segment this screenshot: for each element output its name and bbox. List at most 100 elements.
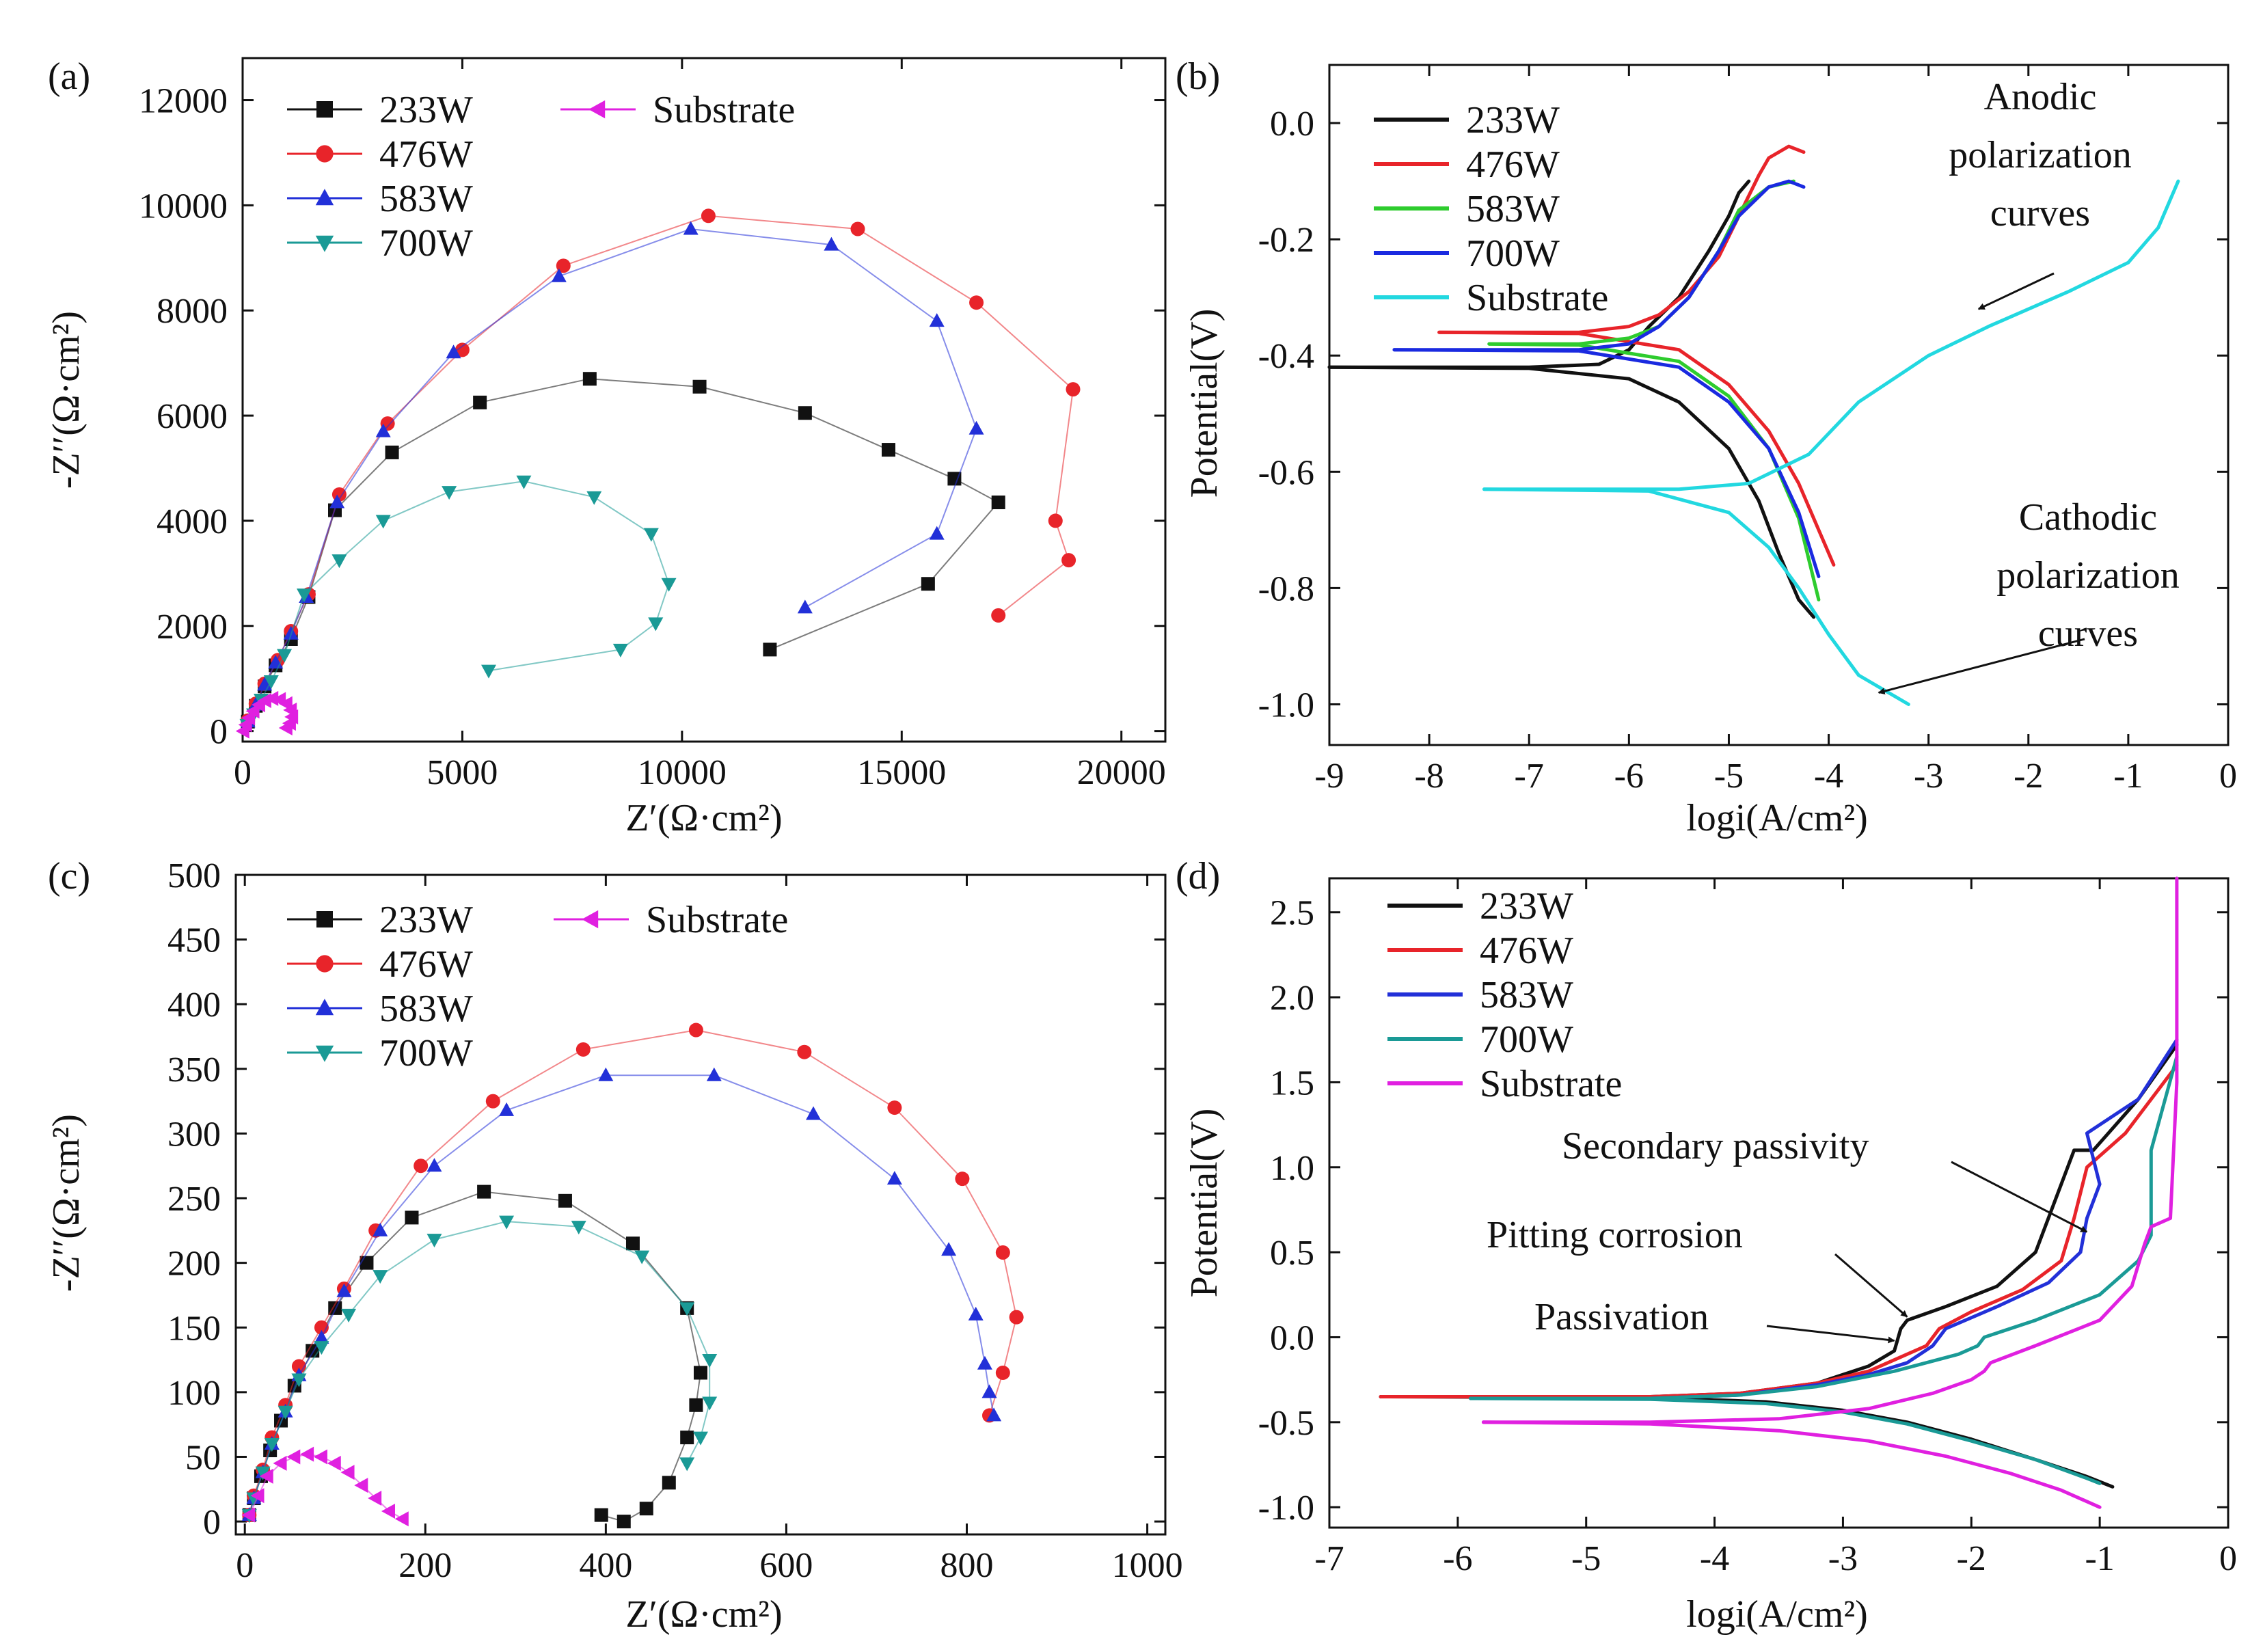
panel-b-annotation: Anodic polarization curves <box>1949 76 2132 310</box>
panel-c-point-700w <box>634 1250 650 1264</box>
panel-d-y-tick-label: -1.0 <box>1258 1489 1314 1528</box>
panel-c-point-583w <box>941 1242 957 1256</box>
panel-c-point-substrate <box>354 1478 368 1493</box>
panel-a-point-700w <box>516 475 532 489</box>
panel-c-series <box>241 1023 1024 1529</box>
panel-c-point-583w <box>986 1407 1002 1422</box>
panel-b-series-583w-cathodic-curve <box>1487 342 1821 601</box>
panel-c-series-476w-line <box>248 1029 1018 1515</box>
panel-b-x-tick-label: -3 <box>1914 757 1943 796</box>
panel-c-legend-entry-substrate: Substrate <box>554 899 788 941</box>
panel-c-point-233w <box>558 1193 572 1208</box>
panel-c-legend-marker <box>315 999 334 1016</box>
panel-c-point-233w <box>616 1515 631 1529</box>
panel-b-legend-entry-476w: 476W <box>1374 144 1560 186</box>
panel-b-x-tick-label: -8 <box>1414 757 1444 796</box>
panel-c-point-476w <box>797 1044 812 1059</box>
panel-c-point-700w <box>341 1308 357 1323</box>
panel-b-series-substrate-cathodic-curve <box>1482 487 1910 706</box>
panel-c-point-233w <box>639 1502 653 1516</box>
panel-c-y-axis-label: -Z′′(Ω·cm²) <box>45 1114 87 1292</box>
panel-d-annotation-arrow <box>1766 1325 1895 1344</box>
panel-c-point-476w <box>887 1100 902 1115</box>
panel-d-legend-label: 476W <box>1480 930 1573 972</box>
panel-a-series-476w-line <box>247 215 1074 721</box>
panel-c-legend-marker <box>316 911 333 927</box>
panel-a-grid-ticks: 0 5000 10000 15000 20000 0 2000 4000 6000 8000 100… <box>139 57 1167 792</box>
panel-d-annotation: Passivation <box>1534 1296 1895 1344</box>
panel-c-point-700w <box>679 1302 695 1316</box>
panel-d-y-tick-label: 1.5 <box>1270 1064 1314 1102</box>
panel-b-y-tick-label: 0.0 <box>1270 105 1314 144</box>
panel-d-annotation-arrow <box>1951 1161 2088 1233</box>
panel-a-point-substrate <box>245 703 260 719</box>
panel-c-y-tick-label: 500 <box>167 856 221 895</box>
panel-c-point-substrate <box>259 1468 273 1484</box>
panel-c-point-substrate <box>394 1511 409 1527</box>
panel-c-point-583w <box>314 1329 329 1344</box>
panel-d-annotation-text: Passivation <box>1534 1296 1709 1338</box>
panel-c-legend-marker <box>315 1045 334 1062</box>
panel-a-point-583w <box>929 313 945 327</box>
panel-b-series-700w-cathodic-curve <box>1392 348 1821 578</box>
panel-c-x-tick-label: 800 <box>940 1546 994 1585</box>
panel-a-y-tick-label: 4000 <box>157 502 228 541</box>
panel-a-point-583w <box>797 599 813 614</box>
panel-b-x-tick-label: -5 <box>1714 757 1744 796</box>
panel-a-x-tick-label: 0 <box>234 753 252 792</box>
panel-b-legend-label: 583W <box>1466 188 1560 230</box>
panel-c-legend-marker <box>316 955 334 973</box>
panel-a-x-tick-label: 5000 <box>426 753 498 792</box>
panel-b-grid-ticks: -9 -8 -7 -6 -5 -4 -3 -2 -1 0 0.0 -0.2 -0.4 -0.6 -0.8 -1… <box>1258 64 2237 796</box>
panel-c-point-583w <box>806 1106 822 1120</box>
panel-c-point-substrate <box>250 1488 265 1504</box>
panel-d-x-axis-label: logi(A/cm²) <box>1686 1593 1868 1636</box>
panel-c-legend-label: 233W <box>379 899 473 941</box>
panel-b-x-tick-label: -6 <box>1614 757 1644 796</box>
panel-c-point-substrate <box>368 1491 382 1506</box>
panel-c-y-tick-label: 200 <box>167 1245 221 1284</box>
panel-a-y-tick-label: 8000 <box>157 292 228 331</box>
panel-c-point-583w <box>598 1067 614 1081</box>
panel-b-annotation-text: Anodic <box>1984 76 2097 118</box>
panel-c-legend-label: Substrate <box>646 899 788 941</box>
panel-c-y-tick-label: 50 <box>185 1438 221 1477</box>
panel-a-point-233w <box>991 496 1005 509</box>
panel-a-y-tick-label: 12000 <box>139 82 228 121</box>
panel-c-grid-ticks: 0 200 400 600 800 1000 0 50 100 150 200 250 300 350 40… <box>167 856 1183 1585</box>
panel-c-point-583w <box>968 1306 984 1321</box>
panel-a-point-substrate <box>278 720 293 735</box>
panel-b-legend-entry-substrate: Substrate <box>1374 277 1608 319</box>
panel-c-x-tick-label: 400 <box>579 1546 632 1585</box>
panel-a-legend-label: 476W <box>379 133 473 176</box>
panel-b-series-substrate-curve <box>1482 179 2180 491</box>
panel-b-y-tick-label: -0.8 <box>1258 569 1314 608</box>
panel-d-series <box>1379 876 2179 1509</box>
panel-d-series-700w-curve <box>1469 1055 2179 1400</box>
panel-d-legend-entry-233w: 233W <box>1387 885 1573 927</box>
panel-c-point-700w <box>264 1438 280 1452</box>
panel-a-legend-marker <box>316 145 334 163</box>
panel-a-point-700w <box>612 643 628 658</box>
panel-a-legend-marker <box>315 235 334 252</box>
panel-c-x-tick-label: 0 <box>236 1546 254 1585</box>
panel-b-x-tick-label: -9 <box>1314 757 1344 796</box>
panel-c-series-substrate-line <box>248 1453 403 1520</box>
panel-c-point-583w <box>886 1171 902 1185</box>
panel-a-legend-label: 700W <box>379 222 473 265</box>
panel-d-x-tick-label: -1 <box>2085 1539 2114 1578</box>
panel-c-series-700w-line <box>248 1221 711 1515</box>
panel-b-legend-label: 700W <box>1466 232 1560 275</box>
panel-a-point-476w <box>991 608 1006 623</box>
panel-c-point-substrate <box>381 1503 395 1519</box>
panel-d-x-tick-label: -4 <box>1700 1539 1729 1578</box>
panel-a-point-700w <box>648 617 664 632</box>
panel-c-point-476w <box>485 1094 500 1109</box>
panel-c-y-tick-label: 150 <box>167 1309 221 1348</box>
panel-a-y-tick-label: 0 <box>210 713 228 752</box>
panel-c-point-700w <box>571 1221 586 1235</box>
panel-d-y-tick-label: 0.5 <box>1270 1234 1314 1273</box>
panel-d-legend-entry-700w: 700W <box>1387 1018 1573 1061</box>
panel-c-point-233w <box>477 1184 491 1199</box>
